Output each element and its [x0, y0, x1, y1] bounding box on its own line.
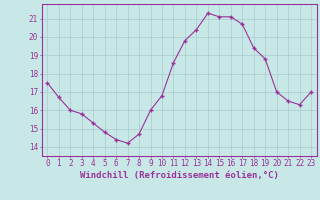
X-axis label: Windchill (Refroidissement éolien,°C): Windchill (Refroidissement éolien,°C)	[80, 171, 279, 180]
